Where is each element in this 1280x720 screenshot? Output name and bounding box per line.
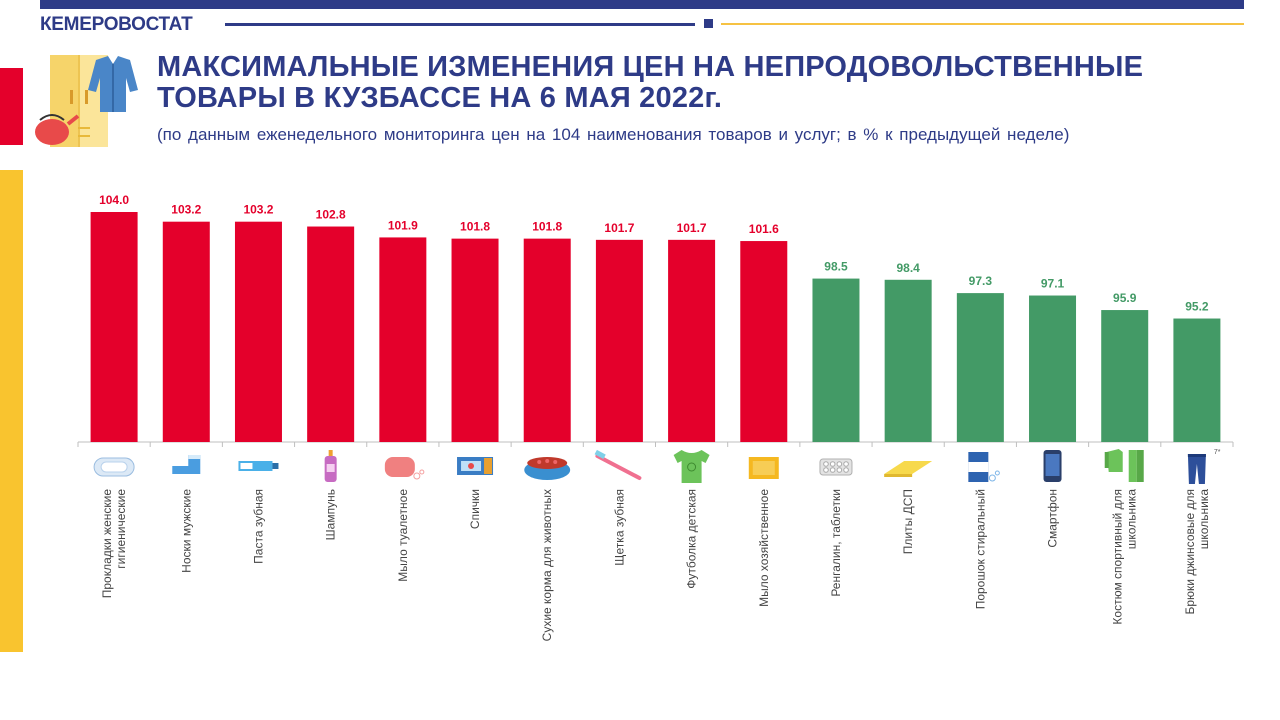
laundry-soap-icon bbox=[748, 457, 779, 479]
header-divider-yellow bbox=[721, 23, 1244, 25]
data-label: 98.5 bbox=[824, 260, 848, 274]
category-label: Ренгалин, таблетки bbox=[829, 489, 843, 597]
title-line-2: ТОВАРЫ В КУЗБАССЕ НА 6 МАЯ 2022г. bbox=[157, 82, 723, 114]
category-label: Мыло хозяйственное bbox=[757, 489, 771, 607]
data-label: 97.3 bbox=[969, 274, 993, 288]
category-label: Спички bbox=[468, 489, 482, 529]
bar bbox=[234, 221, 282, 442]
category-label: Плиты ДСП bbox=[901, 489, 915, 554]
category-label: гигиенические bbox=[114, 489, 128, 569]
title-line-1: МАКСИМАЛЬНЫЕ ИЗМЕНЕНИЯ ЦЕН НА НЕПРОДОВОЛ… bbox=[157, 51, 1144, 83]
category-label: Носки мужские bbox=[179, 489, 193, 573]
category-label: Брюки джинсовые для bbox=[1183, 489, 1197, 615]
category-label: школьника bbox=[1125, 489, 1139, 550]
header-divider-square bbox=[704, 19, 713, 28]
matches-icon bbox=[457, 457, 494, 475]
data-label: 95.9 bbox=[1113, 291, 1137, 305]
smartphone-icon bbox=[1043, 450, 1062, 482]
data-label: 101.8 bbox=[460, 220, 490, 234]
bar bbox=[668, 239, 716, 442]
toothpaste-icon bbox=[238, 461, 279, 471]
soap-icon bbox=[384, 457, 425, 480]
pad-icon bbox=[93, 457, 135, 477]
shampoo-icon bbox=[324, 450, 337, 482]
wardrobe-illustration bbox=[35, 55, 138, 147]
jeans-icon bbox=[1187, 454, 1206, 484]
toothbrush-icon bbox=[594, 449, 642, 480]
data-label: 98.4 bbox=[896, 261, 920, 275]
socks-icon bbox=[172, 455, 201, 474]
bar bbox=[1173, 318, 1221, 442]
bar bbox=[90, 212, 138, 442]
bar bbox=[307, 226, 355, 442]
page-title: МАКСИМАЛЬНЫЕ ИЗМЕНЕНИЯ ЦЕН НА НЕПРОДОВОЛ… bbox=[157, 52, 1257, 114]
chipboard-icon bbox=[884, 461, 933, 477]
tshirt-icon bbox=[673, 450, 710, 483]
bar bbox=[884, 279, 932, 442]
category-label: Смартфон bbox=[1046, 489, 1060, 548]
data-label: 101.9 bbox=[388, 218, 418, 232]
data-label: 97.1 bbox=[1041, 277, 1065, 291]
category-label: школьника bbox=[1197, 489, 1211, 550]
data-label: 104.0 bbox=[99, 193, 129, 207]
data-label: 103.2 bbox=[243, 203, 273, 217]
data-label: 101.6 bbox=[749, 222, 779, 236]
category-label: Костюм спортивный для bbox=[1111, 489, 1125, 625]
bar bbox=[1101, 310, 1149, 442]
bar bbox=[595, 239, 643, 442]
accent-bar-yellow bbox=[0, 170, 23, 652]
bar bbox=[956, 293, 1004, 442]
bar bbox=[451, 238, 499, 442]
category-label: Порошок стиральный bbox=[973, 489, 987, 609]
top-bar bbox=[40, 0, 1244, 9]
data-label: 103.2 bbox=[171, 203, 201, 217]
data-label: 95.2 bbox=[1185, 300, 1209, 314]
category-label: Щетка зубная bbox=[612, 489, 626, 566]
bar bbox=[523, 238, 571, 442]
bar bbox=[379, 237, 427, 442]
header-divider bbox=[225, 23, 695, 26]
bar bbox=[812, 278, 860, 442]
data-label: 101.7 bbox=[604, 221, 634, 235]
data-label: 101.8 bbox=[532, 220, 562, 234]
tracksuit-icon bbox=[1104, 449, 1144, 482]
page-subtitle: (по данным еженедельного мониторинга цен… bbox=[157, 125, 1070, 144]
data-label: 101.7 bbox=[677, 221, 707, 235]
category-label: Паста зубная bbox=[251, 489, 265, 564]
accent-bar-red bbox=[0, 68, 23, 145]
category-label: Шампунь bbox=[324, 489, 338, 540]
org-logo: КЕМЕРОВОСТАТ bbox=[40, 14, 193, 35]
data-label: 102.8 bbox=[316, 208, 346, 222]
category-label: Прокладки женские bbox=[100, 489, 114, 599]
washing-powder-icon bbox=[968, 452, 1000, 482]
category-label: Мыло туалетное bbox=[396, 489, 410, 582]
bar bbox=[162, 221, 210, 442]
footnote-mark: 7* bbox=[1214, 449, 1221, 456]
pet-food-icon bbox=[524, 457, 571, 480]
bar bbox=[740, 241, 788, 442]
category-label: Сухие корма для животных bbox=[540, 489, 554, 641]
bar bbox=[1029, 295, 1077, 442]
pills-icon bbox=[819, 458, 853, 476]
category-label: Футболка детская bbox=[685, 489, 699, 589]
